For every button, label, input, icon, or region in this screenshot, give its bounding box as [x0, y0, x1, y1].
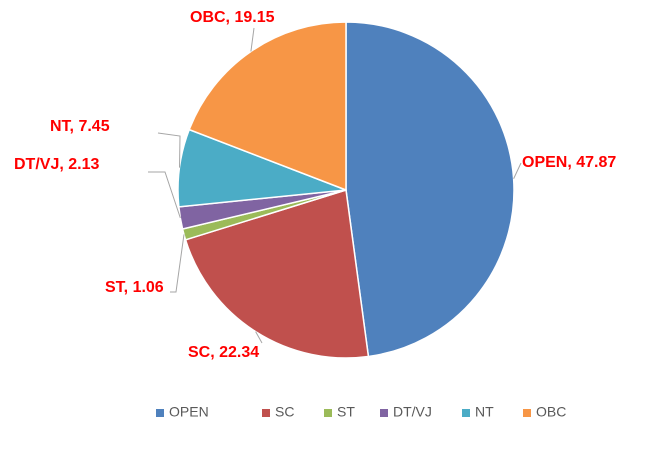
legend-swatch [380, 409, 388, 417]
legend-swatch [523, 409, 531, 417]
pie-slice [188, 21, 347, 192]
data-label: ST, 1.06 [105, 279, 164, 296]
leader-line [250, 27, 255, 52]
legend-label: NT [475, 404, 494, 420]
legend-swatch [462, 409, 470, 417]
leader-line [148, 171, 181, 219]
legend-label: DT/VJ [393, 404, 432, 420]
data-label: SC, 22.34 [188, 344, 259, 361]
legend-label: SC [275, 404, 294, 420]
leader-line [157, 132, 181, 168]
leader-line [170, 234, 185, 293]
leader-line [513, 162, 522, 179]
pie-slice [345, 21, 515, 358]
data-label: NT, 7.45 [50, 118, 110, 135]
legend-swatch [324, 409, 332, 417]
data-label: OBC, 19.15 [190, 9, 275, 26]
legend-swatch [156, 409, 164, 417]
legend-label: OBC [536, 404, 566, 420]
legend-swatch [262, 409, 270, 417]
legend-label: ST [337, 404, 355, 420]
leader-line [255, 331, 263, 344]
legend-label: OPEN [169, 404, 209, 420]
data-label: DT/VJ, 2.13 [14, 156, 99, 173]
data-label: OPEN, 47.87 [522, 154, 616, 171]
